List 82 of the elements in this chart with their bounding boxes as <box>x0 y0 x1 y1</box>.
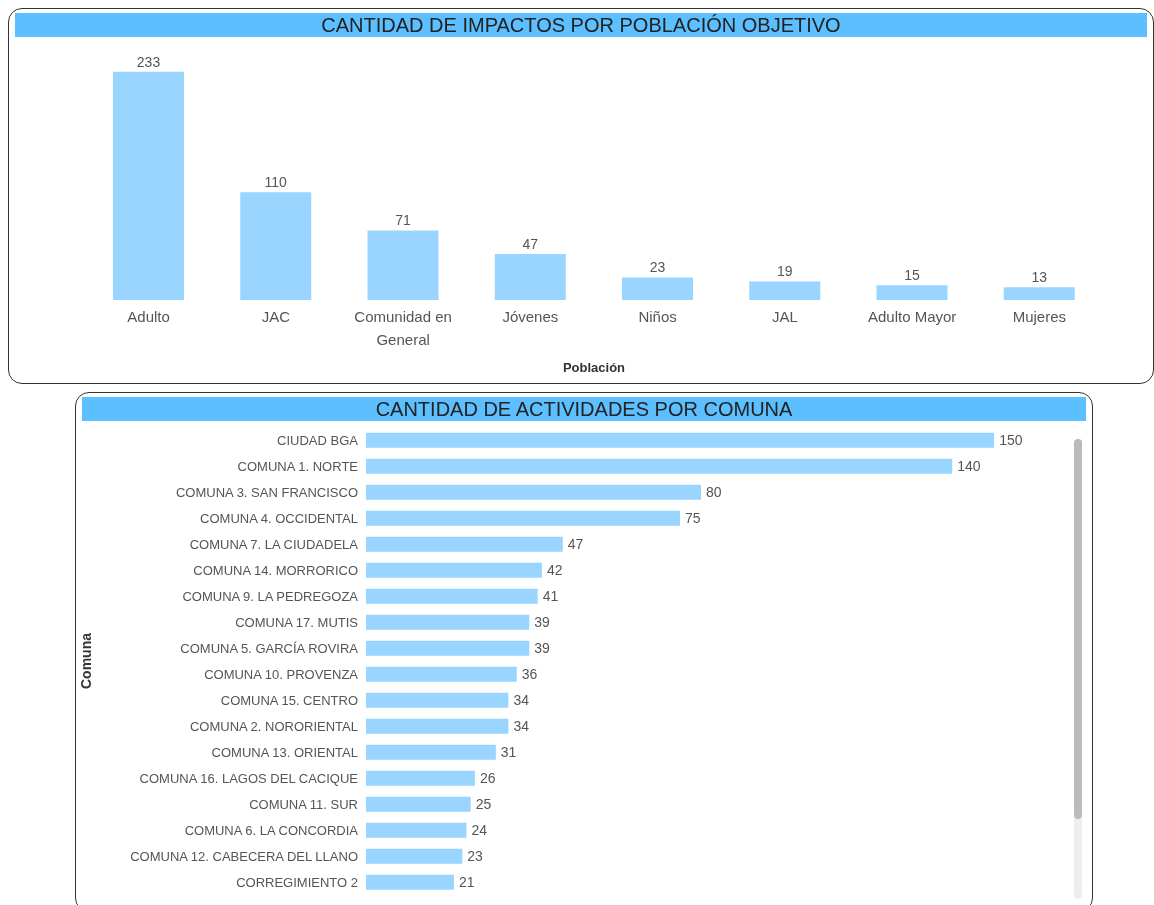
bar <box>366 588 538 604</box>
data-label: 25 <box>475 796 492 813</box>
bar <box>366 796 471 812</box>
data-label: 31 <box>500 744 517 761</box>
y-tick-label: COMUNA 6. LA CONCORDIA <box>184 822 359 838</box>
x-tick-label: Comunidad en General <box>354 308 452 348</box>
data-label: 41 <box>542 588 559 605</box>
y-tick-label: COMUNA 11. SUR <box>249 796 358 812</box>
data-label: 80 <box>706 484 722 501</box>
data-label: 26 <box>479 770 496 787</box>
y-tick-label: COMUNA 3. SAN FRANCISCO <box>175 484 358 500</box>
data-label: 150 <box>999 432 1023 449</box>
bar <box>366 666 517 682</box>
data-label: 21 <box>458 874 475 891</box>
y-tick-label: COMUNA 1. NORTE <box>237 458 359 474</box>
bar <box>240 192 312 300</box>
bar <box>494 253 566 300</box>
data-label: 39 <box>534 614 551 631</box>
y-tick-label: COMUNA 17. MUTIS <box>235 614 359 630</box>
y-tick-label: COMUNA 2. NORORIENTAL <box>189 718 358 734</box>
y-tick-label: COMUNA 15. CENTRO <box>220 692 358 708</box>
x-axis-title: Población <box>562 360 626 375</box>
x-tick-label: Jóvenes <box>502 308 559 325</box>
data-label: 23 <box>649 259 666 276</box>
bar <box>366 458 953 474</box>
bar <box>113 71 184 300</box>
x-tick-label: Mujeres <box>1012 308 1067 325</box>
bar <box>366 874 454 890</box>
data-label: 47 <box>567 536 584 553</box>
data-label: 34 <box>513 718 530 735</box>
y-tick-label: CIUDAD BGA <box>277 432 359 448</box>
bar <box>366 484 701 500</box>
bar <box>1003 287 1075 300</box>
bar <box>366 510 681 526</box>
y-tick-label: COMUNA 7. LA CIUDADELA <box>189 536 359 552</box>
y-tick-label: CORREGIMIENTO 2 <box>236 874 358 890</box>
bar <box>366 692 509 708</box>
bar <box>366 848 463 864</box>
y-tick-label: COMUNA 4. OCCIDENTAL <box>200 510 358 526</box>
x-tick-label: Niños <box>638 308 677 325</box>
bar <box>366 562 542 578</box>
data-label: 23 <box>467 848 484 865</box>
bar <box>366 718 509 734</box>
data-label: 42 <box>546 562 563 579</box>
bar <box>366 614 530 630</box>
bar <box>749 281 821 300</box>
y-tick-label: COMUNA 12. CABECERA DEL LLANO <box>130 848 358 864</box>
data-label: 36 <box>521 666 538 683</box>
data-label: 13 <box>1031 269 1048 286</box>
x-tick-label: JAL <box>771 308 798 325</box>
data-label: 71 <box>395 212 411 229</box>
bar <box>366 432 995 448</box>
y-tick-label: COMUNA 5. GARCÍA ROVIRA <box>180 640 359 656</box>
data-label: 75 <box>685 510 701 527</box>
bar <box>366 744 496 760</box>
chart-title: CANTIDAD DE ACTIVIDADES POR COMUNA <box>82 397 1086 421</box>
y-axis-title: Comuna <box>77 632 94 689</box>
data-label: 34 <box>513 692 530 709</box>
bar <box>366 640 530 656</box>
y-tick-label: COMUNA 10. PROVENZA <box>204 666 359 682</box>
data-label: 47 <box>522 235 539 252</box>
y-tick-label: COMUNA 16. LAGOS DEL CACIQUE <box>139 770 359 786</box>
data-label: 24 <box>471 822 488 839</box>
y-tick-label: COMUNA 9. LA PEDREGOZA <box>182 588 359 604</box>
bar <box>622 277 693 300</box>
bar <box>876 285 948 300</box>
y-tick-label: COMUNA 13. ORIENTAL <box>211 744 358 760</box>
data-label: 110 <box>264 174 288 191</box>
data-label: 19 <box>776 263 793 280</box>
y-tick-label: COMUNA 14. MORRORICO <box>193 562 358 578</box>
x-tick-label: Adulto <box>127 308 170 325</box>
data-label: 39 <box>534 640 551 657</box>
bar <box>367 230 439 300</box>
bar <box>366 770 475 786</box>
data-label: 140 <box>957 458 981 475</box>
bar <box>366 822 467 838</box>
bar <box>366 536 563 552</box>
data-label: 15 <box>904 267 920 284</box>
x-tick-label: Adulto Mayor <box>867 308 957 325</box>
chart-title: CANTIDAD DE IMPACTOS POR POBLACIÓN OBJETIVO <box>15 13 1147 37</box>
data-label: 233 <box>136 53 161 70</box>
x-tick-label: JAC <box>261 308 291 325</box>
